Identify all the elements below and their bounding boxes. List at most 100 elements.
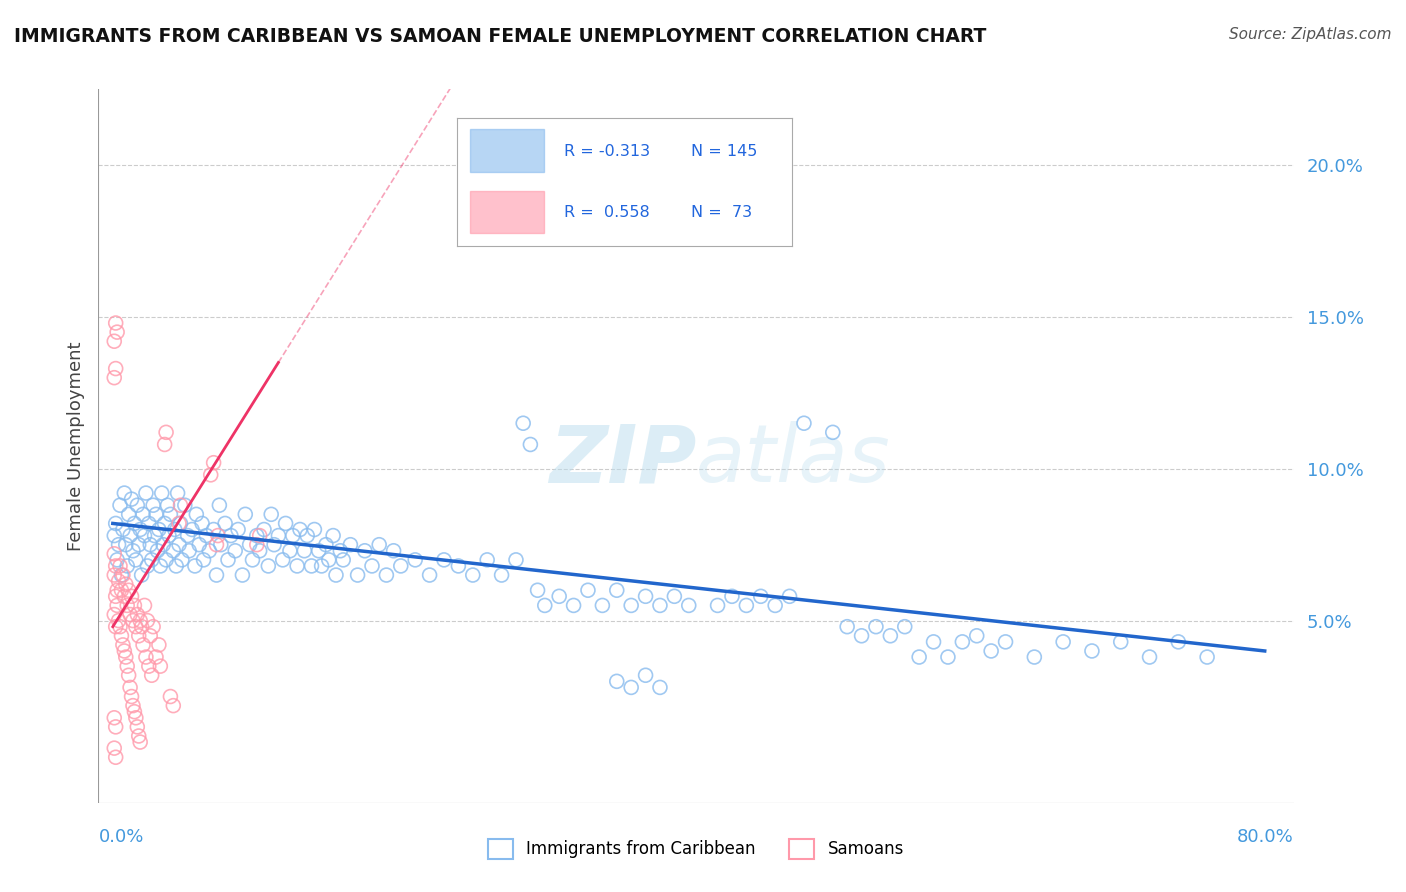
Point (193, 553, 215, 567)
Point (181, 523, 204, 537)
Point (124, 705, 146, 719)
Point (142, 620, 165, 634)
Point (118, 668, 141, 682)
Point (125, 711, 148, 725)
Text: IMMIGRANTS FROM CARIBBEAN VS SAMOAN FEMALE UNEMPLOYMENT CORRELATION CHART: IMMIGRANTS FROM CARIBBEAN VS SAMOAN FEMA… (14, 27, 987, 45)
Point (110, 568, 132, 582)
Point (155, 425, 177, 440)
Point (148, 523, 170, 537)
Point (125, 620, 148, 634)
Point (111, 638, 134, 652)
Point (208, 498, 231, 512)
Point (105, 583, 128, 598)
Point (138, 516, 160, 531)
Point (664, 590, 686, 604)
Point (620, 599, 643, 613)
Point (606, 583, 628, 598)
Y-axis label: Female Unemployment: Female Unemployment (66, 342, 84, 550)
Point (122, 698, 145, 713)
Point (103, 547, 125, 561)
Point (200, 467, 222, 482)
Point (141, 668, 163, 682)
Point (138, 659, 160, 673)
Text: Source: ZipAtlas.com: Source: ZipAtlas.com (1229, 27, 1392, 42)
Point (274, 516, 297, 531)
Point (136, 558, 159, 573)
Point (121, 690, 143, 704)
Point (548, 590, 571, 604)
Point (104, 361, 127, 376)
Point (239, 538, 262, 552)
Point (115, 558, 138, 573)
Point (382, 543, 405, 558)
Point (447, 558, 470, 573)
Point (634, 590, 657, 604)
Point (318, 553, 340, 567)
Point (122, 614, 145, 628)
Point (162, 543, 184, 558)
Point (131, 568, 153, 582)
Point (124, 599, 146, 613)
Point (127, 607, 149, 622)
Point (169, 516, 191, 531)
Point (134, 528, 156, 542)
Point (118, 583, 141, 598)
Point (120, 681, 142, 695)
Point (231, 568, 253, 582)
Point (301, 558, 323, 573)
Point (837, 620, 859, 634)
Point (461, 568, 484, 582)
Point (143, 528, 166, 542)
Point (103, 607, 125, 622)
Point (104, 590, 127, 604)
Point (217, 553, 239, 567)
Point (1109, 635, 1132, 649)
Point (1024, 650, 1046, 665)
Point (763, 599, 786, 613)
Point (131, 620, 153, 634)
Point (246, 528, 269, 542)
Text: 0.0%: 0.0% (98, 828, 143, 846)
Point (142, 498, 165, 512)
Point (128, 729, 150, 743)
Point (159, 508, 181, 522)
Point (226, 523, 249, 537)
Point (145, 508, 167, 522)
Point (209, 538, 232, 552)
Point (103, 334, 125, 349)
Point (186, 508, 208, 522)
Point (419, 568, 441, 582)
Point (346, 568, 368, 582)
Point (322, 528, 344, 542)
Point (779, 590, 801, 604)
Point (576, 583, 599, 598)
Point (893, 620, 915, 634)
Point (115, 659, 138, 673)
Point (121, 492, 143, 507)
Point (207, 528, 229, 542)
Point (108, 498, 131, 512)
Point (202, 456, 225, 470)
Point (103, 528, 125, 542)
Point (389, 558, 412, 573)
Point (103, 370, 125, 384)
Point (136, 614, 159, 628)
Point (246, 538, 269, 552)
Point (114, 538, 136, 552)
Point (519, 437, 541, 451)
Point (152, 538, 174, 552)
Point (191, 516, 214, 531)
Point (127, 720, 149, 734)
Point (308, 543, 330, 558)
Point (163, 523, 186, 537)
Point (879, 629, 901, 643)
Point (153, 516, 176, 531)
Point (104, 620, 127, 634)
Point (1081, 644, 1104, 658)
Point (124, 516, 146, 531)
Point (115, 599, 138, 613)
Point (526, 583, 548, 598)
Point (922, 635, 945, 649)
Point (169, 498, 191, 512)
Point (166, 486, 188, 500)
